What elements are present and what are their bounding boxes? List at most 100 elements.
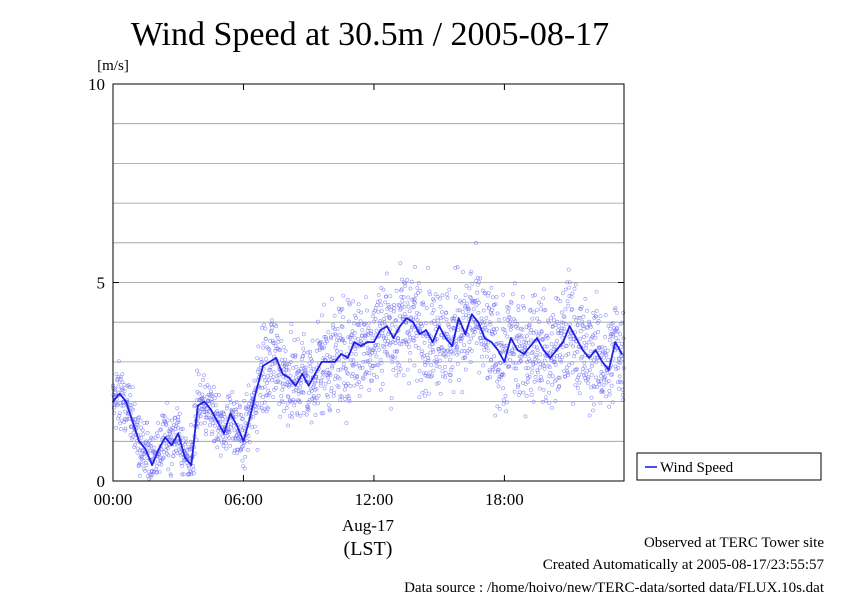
raw-sample-point: [573, 282, 578, 287]
raw-sample-point: [597, 379, 601, 384]
raw-sample-point: [460, 309, 465, 314]
raw-sample-point: [358, 319, 363, 324]
raw-sample-point: [541, 337, 546, 342]
raw-sample-point: [129, 403, 134, 407]
raw-sample-point: [603, 375, 607, 380]
raw-sample-point: [504, 400, 509, 405]
raw-sample-point: [362, 351, 367, 356]
raw-sample-point: [564, 322, 568, 327]
raw-sample-point: [586, 340, 591, 345]
raw-sample-point: [424, 306, 429, 311]
data-point-wind-speed: [327, 361, 330, 363]
data-point-wind-speed: [242, 440, 245, 443]
raw-sample-point: [165, 400, 170, 405]
raw-sample-point: [357, 363, 362, 368]
raw-sample-point: [349, 333, 354, 338]
data-point-wind-speed: [249, 416, 251, 419]
raw-sample-point: [422, 340, 427, 345]
raw-sample-point: [447, 287, 452, 292]
raw-sample-point: [388, 340, 393, 345]
raw-sample-point: [275, 335, 280, 340]
raw-sample-point: [273, 385, 278, 390]
raw-sample-point: [164, 423, 169, 428]
raw-sample-point: [465, 351, 470, 356]
data-point-wind-speed: [503, 361, 506, 363]
raw-sample-point: [378, 387, 383, 392]
raw-sample-point: [338, 397, 343, 402]
raw-sample-point: [524, 366, 528, 371]
raw-sample-point: [273, 348, 278, 353]
raw-sample-point: [596, 378, 600, 383]
raw-sample-point: [435, 294, 440, 299]
raw-sample-point: [528, 359, 532, 364]
raw-sample-point: [586, 375, 591, 380]
raw-sample-point: [198, 383, 203, 387]
raw-sample-point: [549, 342, 554, 347]
raw-sample-point: [122, 389, 127, 394]
raw-sample-point: [288, 330, 293, 335]
raw-sample-point: [263, 326, 268, 331]
raw-sample-point: [285, 380, 290, 385]
raw-sample-point: [321, 411, 326, 416]
raw-sample-point: [224, 441, 229, 446]
raw-sample-point: [498, 361, 503, 366]
raw-sample-point: [590, 342, 595, 347]
raw-sample-point: [328, 373, 333, 378]
raw-sample-point: [149, 443, 154, 448]
data-point-wind-speed: [483, 337, 486, 339]
data-point-wind-speed: [536, 337, 538, 339]
raw-sample-point: [574, 367, 579, 372]
raw-sample-point: [426, 265, 430, 270]
raw-sample-point: [123, 426, 128, 431]
raw-sample-point: [616, 339, 621, 343]
raw-sample-point: [438, 296, 442, 301]
raw-sample-point: [406, 304, 411, 309]
raw-sample-point: [263, 337, 268, 341]
raw-sample-point: [508, 319, 512, 324]
raw-sample-point: [591, 333, 596, 338]
data-point-wind-speed: [399, 325, 401, 328]
raw-sample-point: [446, 352, 451, 357]
raw-sample-point: [203, 384, 208, 389]
data-point-wind-speed: [307, 384, 310, 387]
raw-sample-point: [185, 454, 190, 459]
raw-sample-point: [140, 448, 145, 452]
raw-sample-point: [494, 326, 499, 331]
raw-sample-point: [162, 433, 167, 438]
raw-sample-point: [323, 335, 328, 340]
raw-sample-point: [422, 393, 427, 398]
raw-sample-point: [601, 383, 606, 388]
raw-sample-point: [314, 386, 319, 391]
raw-sample-point: [160, 422, 165, 427]
raw-sample-point: [591, 310, 596, 315]
raw-sample-point: [276, 373, 281, 378]
raw-sample-point: [571, 337, 576, 342]
raw-sample-point: [229, 409, 234, 414]
raw-sample-point: [596, 318, 601, 323]
raw-sample-point: [180, 427, 185, 431]
raw-sample-point: [419, 378, 424, 382]
raw-sample-point: [505, 304, 510, 309]
raw-sample-point: [415, 323, 420, 328]
raw-sample-point: [183, 436, 188, 441]
raw-sample-point: [482, 290, 487, 295]
raw-sample-point: [229, 400, 233, 405]
raw-sample-point: [561, 326, 566, 331]
raw-sample-point: [277, 401, 282, 406]
raw-sample-point: [306, 400, 311, 405]
raw-sample-point: [413, 344, 418, 348]
raw-sample-point: [565, 365, 569, 370]
raw-sample-point: [255, 356, 260, 361]
raw-sample-point: [128, 433, 133, 437]
raw-sample-point: [137, 461, 142, 466]
raw-sample-point: [471, 332, 476, 337]
raw-sample-point: [221, 444, 226, 449]
raw-sample-point: [131, 435, 136, 440]
raw-sample-point: [378, 324, 383, 329]
raw-sample-point: [586, 377, 590, 382]
raw-sample-point: [557, 384, 562, 389]
raw-sample-point: [550, 406, 554, 410]
raw-sample-point: [433, 292, 438, 297]
raw-sample-point: [465, 349, 470, 353]
raw-sample-point: [291, 366, 296, 370]
